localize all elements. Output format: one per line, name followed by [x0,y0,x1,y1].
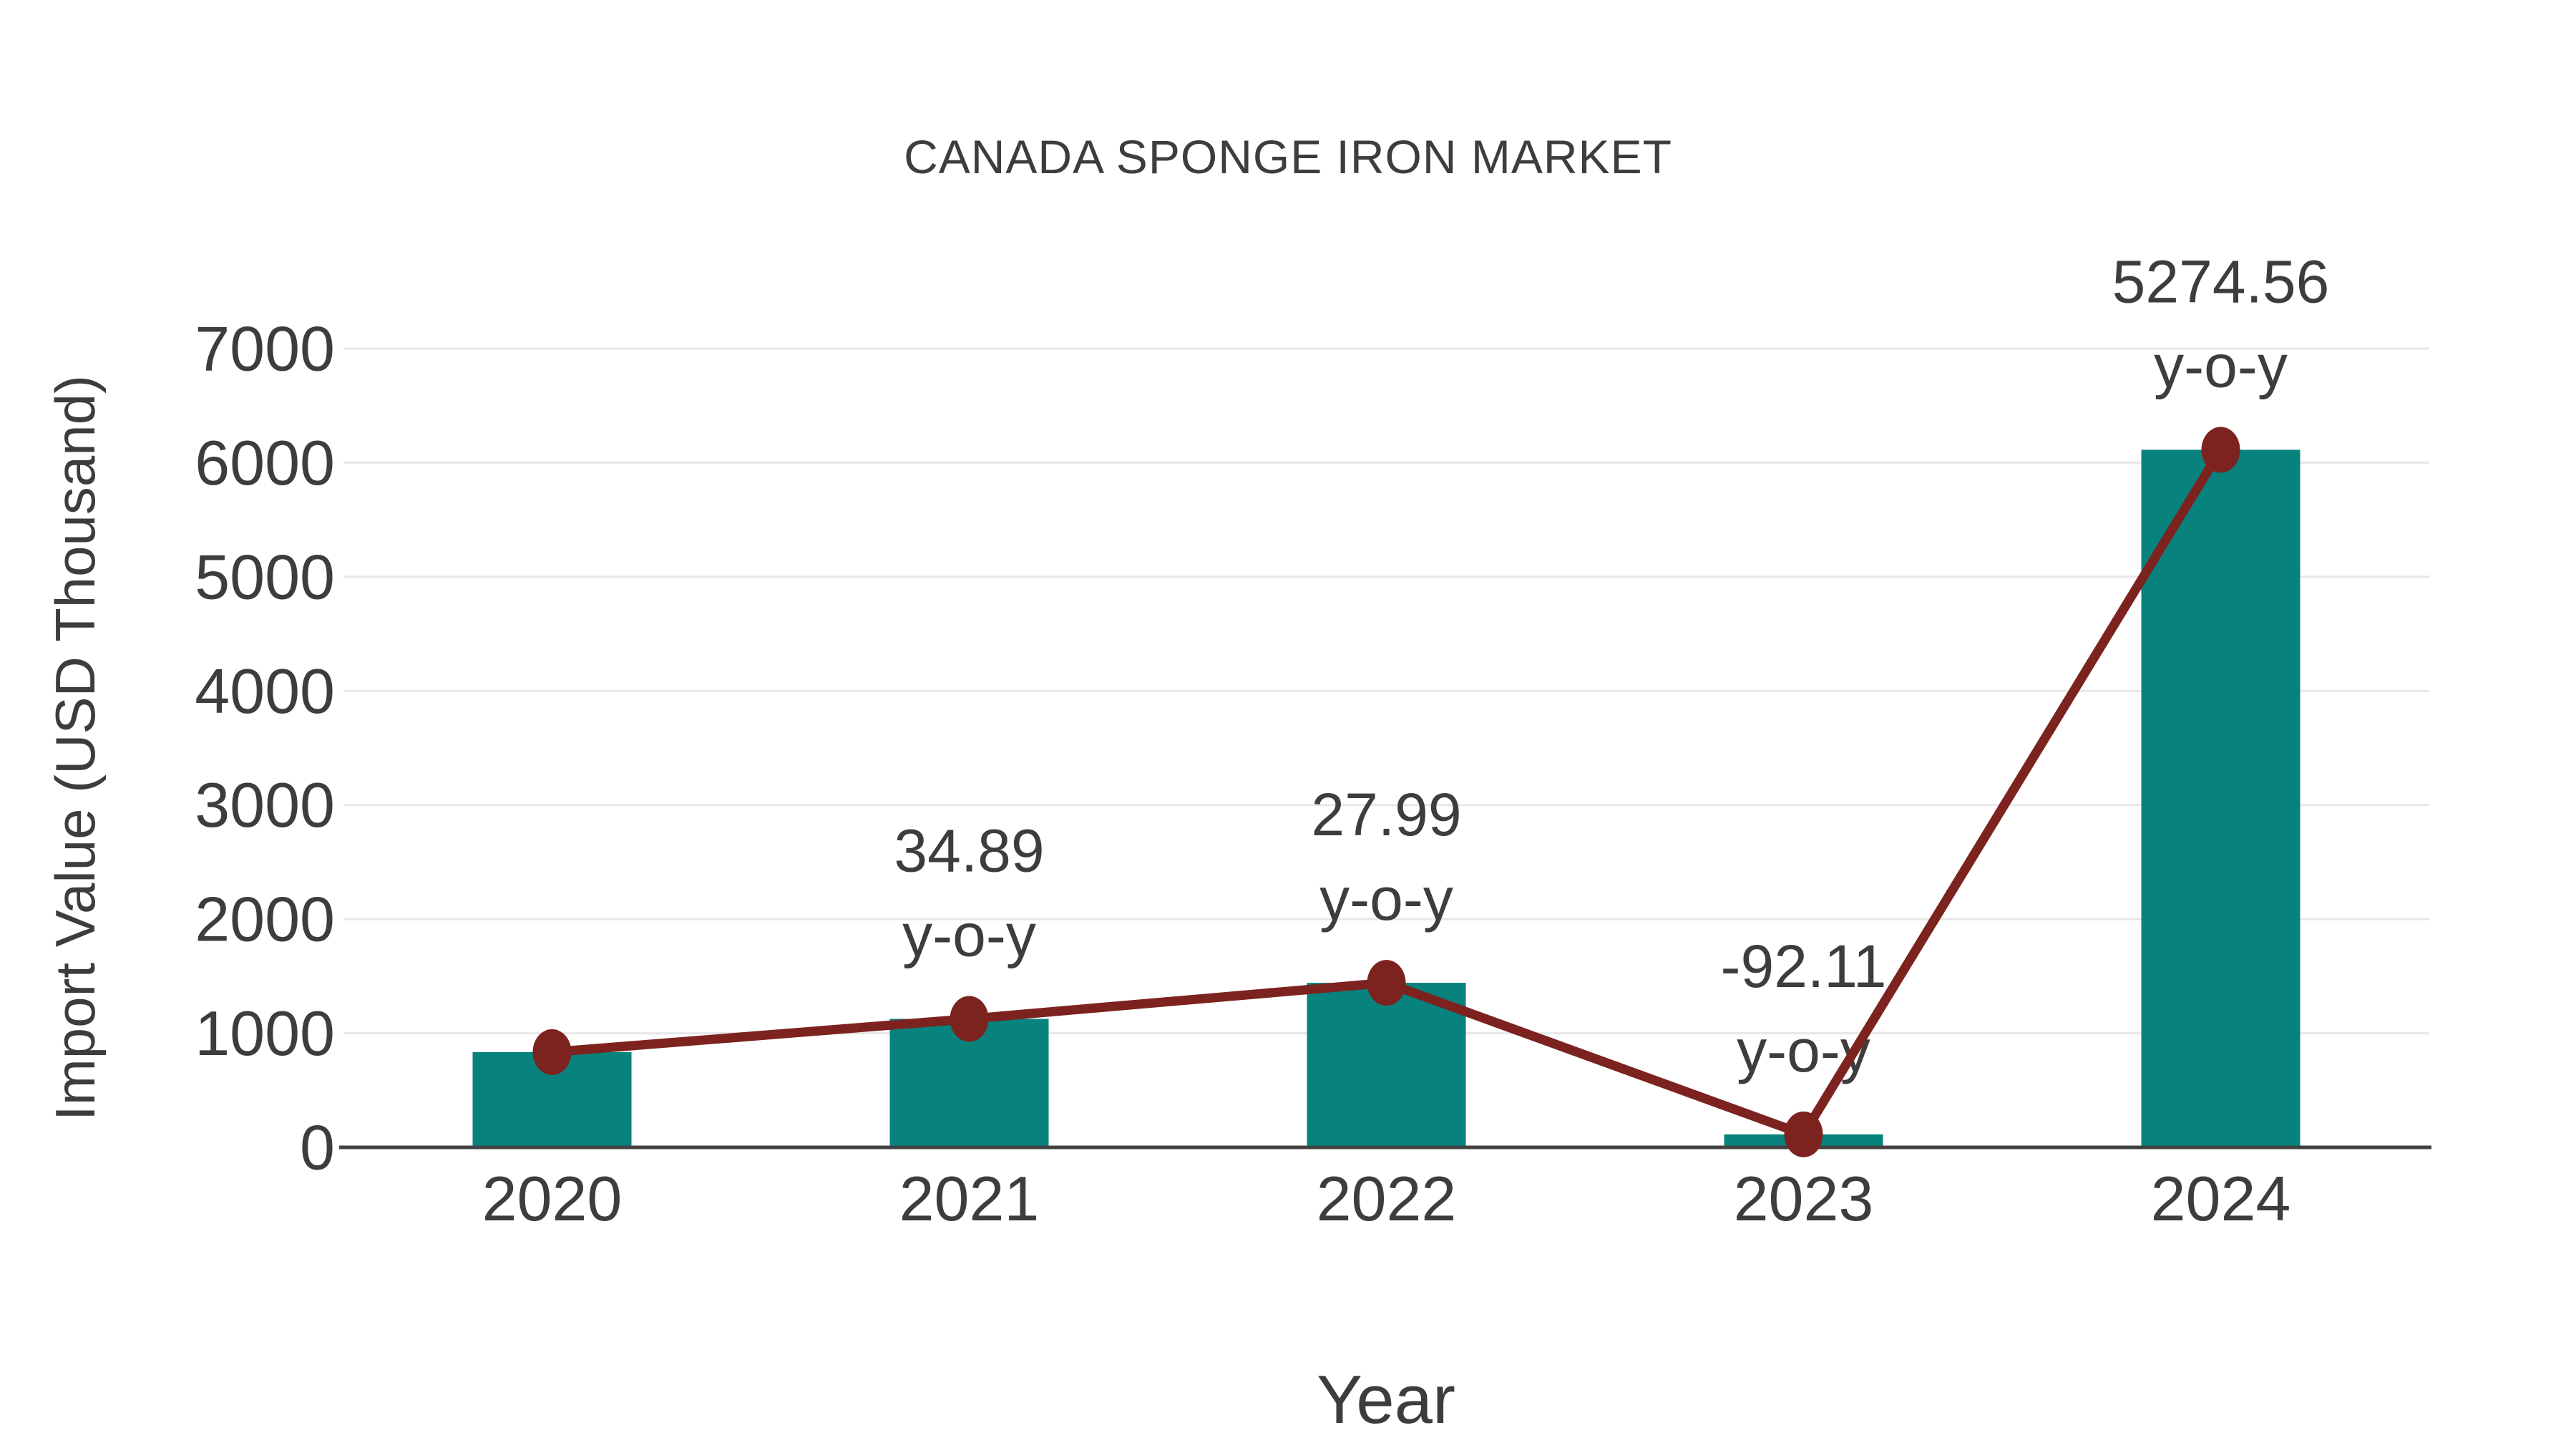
x-tick-labels: 2020 2021 2022 2023 2024 [482,1163,2291,1234]
annotation-suffix-2021: y-o-y [902,901,1036,968]
x-tick-label-2024: 2024 [2151,1163,2291,1234]
marker-2020 [532,1029,572,1075]
x-axis-title: Year [1317,1361,1455,1438]
point-annotations: 34.89 y-o-y 27.99 y-o-y -92.11 y-o-y 5274.56 y-… [894,248,2329,1084]
x-tick-label-2020: 2020 [482,1163,623,1234]
annotation-value-2023: -92.11 [1721,933,1887,1000]
marker-2023 [1784,1111,1823,1157]
gridlines [343,347,2429,1035]
y-tick-label-0: 0 [300,1112,335,1183]
marker-2022 [1367,960,1406,1006]
annotation-suffix-2024: y-o-y [2154,332,2288,399]
y-tick-label-7000: 7000 [195,314,335,384]
line-markers [532,427,2240,1157]
annotation-suffix-2022: y-o-y [1319,865,1453,933]
annotation-suffix-2023: y-o-y [1737,1017,1870,1084]
chart-title: CANADA SPONGE IRON MARKET [904,130,1672,183]
marker-2024 [2201,427,2240,473]
y-tick-label-1000: 1000 [195,998,335,1069]
y-tick-label-5000: 5000 [195,541,335,612]
y-axis-title: Import Value (USD Thousand) [44,375,107,1121]
bar-2024 [2141,449,2301,1147]
y-tick-label-3000: 3000 [195,769,335,840]
y-tick-labels: 0 1000 2000 3000 4000 5000 6000 7000 [195,314,335,1183]
y-tick-label-4000: 4000 [195,656,335,726]
annotation-value-2021: 34.89 [894,817,1044,884]
x-tick-label-2021: 2021 [899,1163,1040,1234]
marker-2021 [950,996,989,1042]
annotation-value-2024: 5274.56 [2112,248,2330,315]
x-tick-label-2022: 2022 [1317,1163,1457,1234]
y-tick-label-2000: 2000 [195,884,335,955]
y-tick-label-6000: 6000 [195,427,335,498]
annotation-value-2022: 27.99 [1311,781,1461,848]
x-tick-label-2023: 2023 [1734,1163,1874,1234]
bar-2022 [1307,983,1466,1147]
